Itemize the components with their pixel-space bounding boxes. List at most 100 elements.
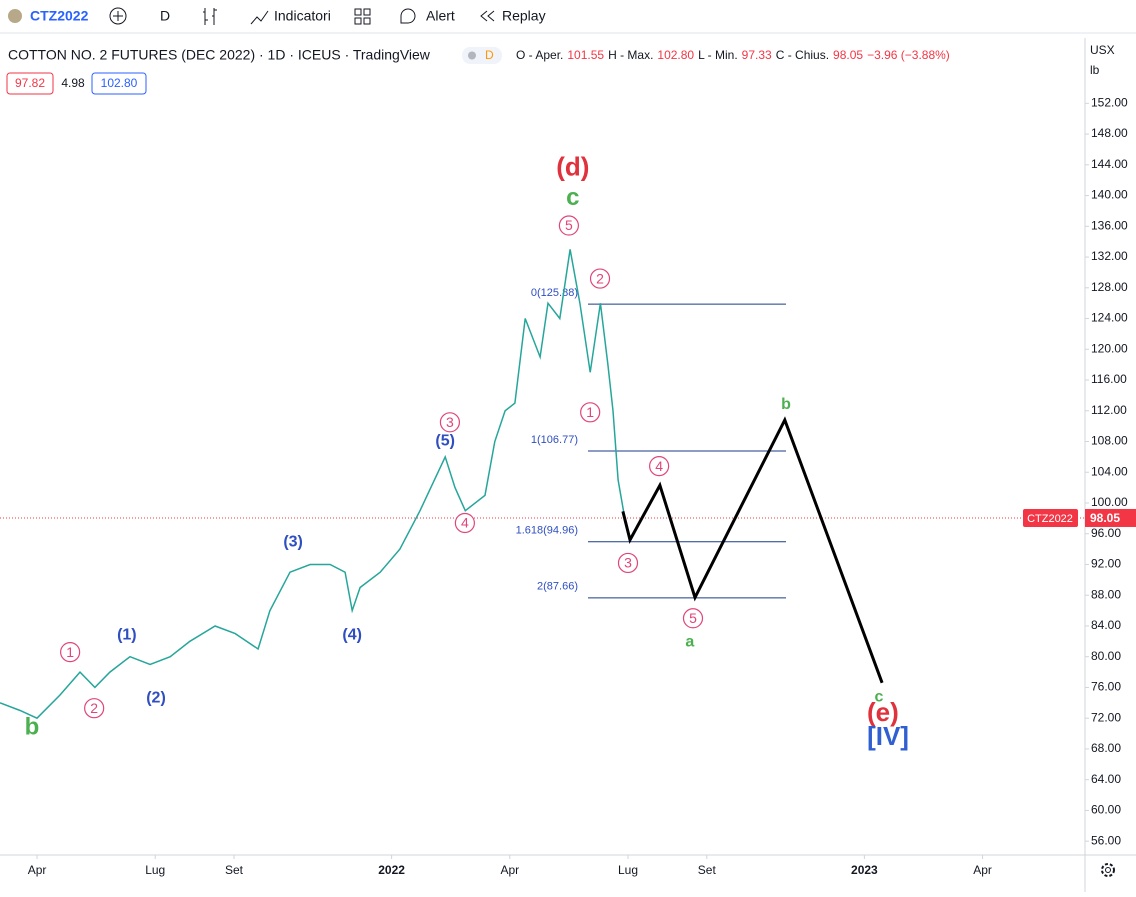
wave-label: (4)	[342, 626, 362, 643]
ohlc-low-label: L - Min.	[698, 48, 738, 62]
y-tick-label: 88.00	[1091, 587, 1121, 601]
wave-circle	[439, 412, 461, 433]
symbol-tag-label: CTZ2022	[1027, 513, 1073, 525]
y-tick-label: 148.00	[1091, 126, 1128, 140]
wave-label: 2	[596, 270, 604, 286]
y-tick-label: 116.00	[1091, 372, 1127, 386]
y-tick-label: 60.00	[1091, 803, 1121, 817]
fib-label: 1(106.77)	[531, 434, 578, 446]
ohlc-close: 98.05	[833, 48, 863, 62]
x-tick-label: Set	[225, 863, 244, 877]
y-tick-label: 56.00	[1091, 833, 1121, 847]
wave-label: (d)	[556, 152, 589, 182]
wave-label: c	[566, 184, 579, 211]
wave-circle	[558, 215, 579, 236]
price-line	[0, 249, 626, 720]
add-button[interactable]	[109, 7, 127, 25]
bid-box[interactable]	[6, 72, 54, 95]
layouts-icon[interactable]	[354, 8, 371, 25]
wave-circle	[60, 641, 81, 663]
y-tick-label: 96.00	[1091, 526, 1121, 540]
alert-icon[interactable]	[400, 8, 416, 24]
ohlc-open-label: O - Aper.	[516, 48, 563, 62]
ohlc-high-label: H - Max.	[608, 48, 653, 62]
x-tick-label: Set	[698, 863, 717, 877]
x-tick-label: Apr	[28, 863, 47, 877]
x-tick-label: 2022	[378, 863, 405, 877]
toolbar	[0, 0, 1136, 33]
wave-label: 3	[624, 555, 632, 571]
x-tick-label: Apr	[973, 863, 992, 877]
x-tick-label: Lug	[145, 863, 165, 877]
interval[interactable]: D	[160, 8, 170, 24]
badge: D	[485, 48, 494, 62]
wave-circle	[649, 455, 670, 477]
y-tick-label: 72.00	[1091, 710, 1121, 724]
unit[interactable]: lb	[1090, 63, 1100, 77]
y-tick-label: 128.00	[1091, 280, 1128, 294]
y-tick-label: 68.00	[1091, 741, 1121, 755]
wave-label: b	[25, 714, 40, 741]
ohlc-high: 102.80	[657, 48, 694, 62]
wave-circle	[84, 698, 105, 719]
replay-icon[interactable]	[480, 10, 495, 22]
wave-label: b	[781, 396, 791, 413]
x-tick-label: 2023	[851, 863, 878, 877]
wave-label: 4	[655, 458, 663, 474]
ohlc: O - Aper. 101.55 H - Max. 102.80 L - Min. 97.…	[516, 48, 950, 62]
ohlc-open: 101.55	[567, 48, 604, 62]
wave-label: 1	[586, 404, 594, 420]
wave-label: (5)	[435, 433, 455, 450]
wave-label: [IV]	[867, 721, 909, 751]
y-tick-label: 104.00	[1091, 464, 1128, 478]
ask-box[interactable]	[91, 72, 147, 95]
y-tick-label: 136.00	[1091, 218, 1128, 232]
fib-label: 1.618(94.96)	[516, 525, 578, 537]
y-tick-label: 124.00	[1091, 311, 1128, 325]
ask[interactable]: 102.80	[101, 76, 138, 90]
wave-label: 1	[66, 644, 74, 660]
wave-label: (2)	[146, 689, 166, 706]
wave-label: 2	[90, 700, 98, 716]
fib-label: 2(87.66)	[537, 581, 578, 593]
ohlc-low: 97.33	[742, 48, 772, 62]
currency[interactable]: USX	[1090, 43, 1115, 57]
y-tick-label: 108.00	[1091, 434, 1128, 448]
y-tick-label: 140.00	[1091, 188, 1128, 202]
y-tick-label: 64.00	[1091, 772, 1121, 786]
alert[interactable]: Alert	[426, 8, 455, 24]
y-tick-label: 76.00	[1091, 680, 1121, 694]
y-tick-label: 144.00	[1091, 157, 1128, 171]
y-tick-label: 120.00	[1091, 341, 1128, 355]
y-tick-label: 152.00	[1091, 96, 1128, 110]
indicators-icon[interactable]	[250, 10, 269, 25]
wave-label: (1)	[117, 626, 137, 643]
replay[interactable]: Replay	[502, 8, 546, 24]
x-tick-label: Lug	[618, 863, 638, 877]
badge-dot	[468, 51, 476, 60]
wave-label: 5	[689, 610, 697, 626]
bars-icon[interactable]	[203, 8, 217, 25]
y-tick-label: 132.00	[1091, 249, 1128, 263]
wave-circle	[454, 512, 475, 534]
badge-bg	[462, 47, 502, 64]
symbol-logo	[8, 9, 22, 23]
wave-label: 5	[565, 217, 573, 233]
settings-icon[interactable]	[1101, 863, 1115, 877]
wave-label: 3	[446, 414, 454, 430]
symbol-tag	[1023, 508, 1078, 527]
wave-circle	[589, 268, 611, 289]
indicators[interactable]: Indicatori	[274, 8, 331, 24]
projection-line	[621, 416, 884, 684]
ohlc-close-label: C - Chius.	[776, 48, 829, 62]
x-tick-label: Apr	[500, 863, 519, 877]
wave-circle	[580, 402, 601, 423]
bid[interactable]: 97.82	[15, 76, 45, 90]
y-tick-label: 112.00	[1091, 403, 1127, 417]
wave-label: a	[685, 633, 694, 650]
symbol[interactable]: CTZ2022	[30, 8, 89, 24]
fib-label: 0(125.88)	[531, 287, 578, 299]
wave-circle	[617, 552, 639, 574]
wave-label: c	[874, 689, 883, 706]
